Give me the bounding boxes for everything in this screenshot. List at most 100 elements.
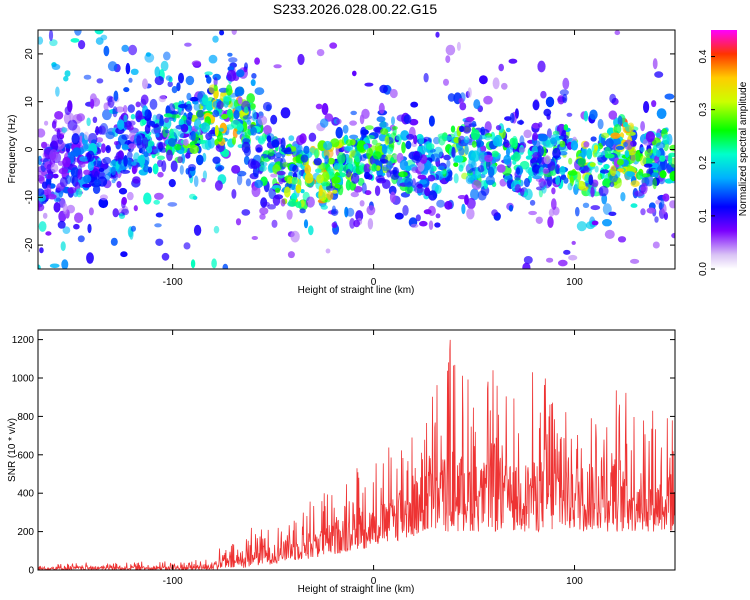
spectrogram-cell <box>523 256 533 264</box>
spectrogram-cell <box>178 149 184 155</box>
spectrogram-cell <box>130 225 136 232</box>
spectrogram-cell <box>501 82 508 90</box>
spectrogram-cell <box>503 154 512 165</box>
spectrogram-cell <box>236 130 241 135</box>
spectrogram-cell <box>655 132 661 138</box>
spectrogram-cell <box>48 30 54 42</box>
spectrogram-cell <box>371 163 377 172</box>
spectrogram-cell <box>354 151 362 163</box>
spectrogram-y-tick-label: 10 <box>24 96 35 108</box>
spectrogram-cell <box>149 98 158 110</box>
spectrogram-cell <box>433 136 441 145</box>
spectrogram-cell <box>652 58 658 70</box>
spectrogram-cell <box>226 69 237 82</box>
spectrogram-cell <box>128 77 133 83</box>
spectrogram-cell <box>245 178 251 187</box>
spectrogram-cell <box>517 120 525 125</box>
snr-y-tick-label: 800 <box>17 412 34 423</box>
spectrogram-cell <box>405 165 412 172</box>
snr-y-tick-label: 400 <box>17 489 34 500</box>
spectrogram-cell <box>551 187 556 195</box>
spectrogram-cell <box>417 161 425 172</box>
spectrogram-cell <box>466 208 475 220</box>
spectrogram-cell <box>77 235 85 243</box>
spectrogram-cell <box>94 30 104 35</box>
spectrogram-cell <box>504 143 511 148</box>
spectrogram-cell <box>406 133 415 140</box>
spectrogram-cell <box>635 151 641 162</box>
spectrogram-cell <box>303 145 310 155</box>
spectrogram-cell <box>483 95 493 105</box>
spectrogram-cell <box>74 212 84 224</box>
spectrogram-cell <box>381 144 388 154</box>
spectrogram-cell <box>630 258 640 264</box>
spectrogram-cell <box>355 210 364 222</box>
spectrogram-cell <box>202 170 207 180</box>
spectrogram-cell <box>154 223 162 228</box>
colorbar-label: Normalized spectral amplitude <box>738 81 749 216</box>
spectrogram-cell <box>308 132 317 142</box>
spectrogram-cell <box>179 165 184 175</box>
spectrogram-cell <box>329 42 338 49</box>
spectrogram-cell <box>364 125 374 130</box>
spectrogram-cell <box>336 152 346 164</box>
spectrogram-cell <box>251 185 261 198</box>
spectrogram-cell <box>530 158 538 168</box>
spectrogram-cell <box>444 200 453 210</box>
spectrogram-cell <box>410 101 419 108</box>
spectrogram-cell <box>349 120 357 126</box>
spectrogram-cell <box>316 174 324 184</box>
spectrogram-cell <box>428 190 438 201</box>
spectrogram-cell <box>53 202 61 213</box>
spectrogram-cell <box>212 109 220 118</box>
spectrogram-cell <box>655 142 666 149</box>
spectrogram-cell <box>645 131 655 143</box>
spectrogram-cell <box>62 226 71 234</box>
spectrogram-cell <box>64 70 71 77</box>
spectrogram-cell <box>189 144 199 154</box>
spectrogram-cell <box>112 208 119 218</box>
spectrogram-cell <box>550 134 561 142</box>
spectrogram-cell <box>602 219 612 227</box>
spectrogram-cell <box>352 70 357 77</box>
spectrogram-cell <box>131 161 137 166</box>
spectrogram-cell <box>655 149 661 158</box>
spectrogram-cell <box>105 131 115 140</box>
spectrogram-cell <box>350 110 358 116</box>
spectrogram-y-axis-label: Frequency (Hz) <box>7 115 18 184</box>
spectrogram-cell <box>655 199 661 205</box>
spectrogram-cell <box>127 104 135 113</box>
spectrogram-cell <box>274 187 281 193</box>
spectrogram-cell <box>624 150 630 158</box>
spectrogram-cell <box>186 116 192 126</box>
spectrogram-cell <box>200 122 210 133</box>
spectrogram-cell <box>394 212 404 220</box>
spectrogram-cell <box>415 214 421 222</box>
spectrogram-cell <box>458 97 464 104</box>
spectrogram-cell <box>418 179 428 185</box>
spectrogram-cell <box>232 128 238 139</box>
spectrogram-cell <box>178 104 188 109</box>
spectrogram-cell <box>38 221 47 232</box>
spectrogram-cell <box>216 165 223 173</box>
spectrogram-cell <box>371 139 378 146</box>
spectrogram-cell <box>386 147 394 155</box>
spectrogram-cell <box>356 140 367 153</box>
spectrogram-cell <box>586 148 593 160</box>
spectrogram-cell <box>471 140 477 148</box>
spectrogram-cell <box>280 198 286 207</box>
spectrogram-cell <box>330 208 339 216</box>
spectrogram-cell <box>652 177 657 190</box>
snr-y-ticks: 0 200 400 600 800 1000 1200 <box>12 335 675 577</box>
spectrogram-cell <box>366 205 376 216</box>
spectrogram-cell <box>479 75 488 85</box>
snr-x-axis-label: Height of straight line (km) <box>298 584 415 595</box>
snr-y-axis-label: SNR (10 * v/v) <box>7 418 18 482</box>
spectrogram-cell <box>559 89 569 96</box>
spectrogram-cell <box>86 252 94 264</box>
spectrogram-cell <box>121 208 130 216</box>
spectrogram-y-tick-label: -10 <box>24 190 35 205</box>
spectrogram-cell <box>555 175 561 186</box>
spectrogram-cell <box>143 164 150 173</box>
spectrogram-cell <box>568 157 573 165</box>
